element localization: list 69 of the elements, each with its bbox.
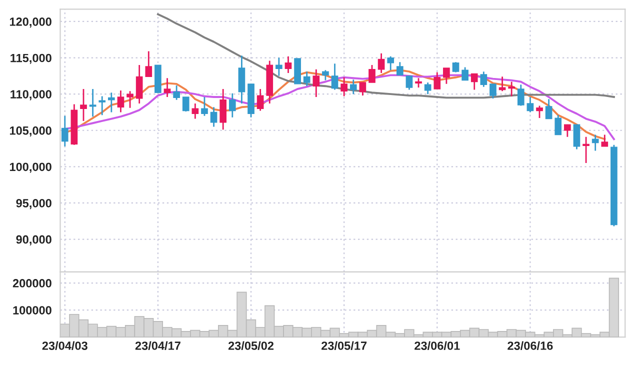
y-tick-label: 120,000 bbox=[10, 18, 52, 28]
candlestick bbox=[80, 88, 87, 122]
y-tick-label: 95,000 bbox=[16, 199, 52, 210]
candlestick bbox=[284, 56, 292, 74]
y-tick-label: 105,000 bbox=[10, 126, 52, 136]
candlestick bbox=[322, 69, 329, 81]
candlestick bbox=[173, 84, 180, 101]
y-tick-label: 200000 bbox=[12, 279, 52, 288]
candlestick bbox=[192, 102, 199, 120]
y-tick-label: 115,000 bbox=[10, 54, 52, 64]
candlestick bbox=[498, 76, 506, 92]
candlestick bbox=[164, 77, 171, 98]
candlestick bbox=[201, 96, 208, 117]
y-tick-label: 100000 bbox=[13, 306, 52, 314]
candlestick bbox=[340, 76, 348, 97]
candlestick bbox=[452, 61, 460, 73]
y-tick-label: 100,000 bbox=[10, 162, 52, 173]
candlestick bbox=[517, 84, 524, 106]
candlestick bbox=[387, 56, 394, 71]
candlestick bbox=[443, 67, 450, 85]
candlestick bbox=[378, 52, 385, 74]
candlestick bbox=[182, 96, 190, 112]
x-tick-label: 23/04/03 bbox=[42, 341, 88, 350]
y-tick-label: 110,000 bbox=[10, 90, 52, 100]
candlestick bbox=[220, 88, 227, 130]
candlestick bbox=[238, 54, 246, 104]
candlestick bbox=[480, 70, 488, 88]
candlestick bbox=[434, 72, 441, 90]
y-tick-label: 90,000 bbox=[16, 235, 52, 246]
candlestick bbox=[98, 96, 106, 116]
candlestick bbox=[470, 73, 478, 90]
candlestick bbox=[256, 88, 264, 112]
candlestick bbox=[554, 114, 562, 136]
candlestick bbox=[508, 81, 516, 97]
candlestick bbox=[108, 92, 115, 113]
candlestick bbox=[545, 98, 552, 120]
candlestick bbox=[117, 90, 124, 113]
candlestick bbox=[276, 57, 282, 77]
candlestick bbox=[228, 92, 236, 118]
candlestick bbox=[582, 136, 590, 164]
candlestick bbox=[406, 75, 413, 90]
x-tick-label: 23/06/16 bbox=[508, 341, 553, 350]
candlestick bbox=[126, 90, 134, 109]
candlestick bbox=[89, 88, 96, 118]
x-tick-label: 23/05/17 bbox=[322, 341, 367, 350]
candlestick bbox=[490, 83, 496, 100]
x-tick-label: 23/05/02 bbox=[228, 341, 274, 350]
candlestick bbox=[592, 134, 599, 152]
candlestick bbox=[312, 68, 320, 98]
candlestick bbox=[536, 105, 543, 119]
candlestick bbox=[573, 124, 580, 150]
candlestick bbox=[526, 96, 534, 113]
candlestick bbox=[350, 78, 357, 95]
candlestick bbox=[424, 82, 432, 95]
candlestick bbox=[415, 77, 422, 88]
candlestick bbox=[210, 106, 218, 128]
x-tick-label: 23/06/01 bbox=[414, 341, 460, 350]
candlestick bbox=[303, 70, 310, 87]
candlestick bbox=[564, 124, 571, 138]
candlestick bbox=[462, 66, 468, 81]
candlestick bbox=[61, 115, 68, 148]
candlestick bbox=[331, 62, 338, 90]
x-tick-label: 23/04/17 bbox=[135, 341, 180, 350]
candlestick bbox=[601, 134, 608, 148]
candlestick bbox=[368, 64, 376, 84]
candlestick bbox=[396, 61, 404, 76]
candlestick bbox=[359, 82, 366, 96]
candlestick bbox=[136, 64, 143, 104]
candlestick bbox=[145, 50, 152, 78]
